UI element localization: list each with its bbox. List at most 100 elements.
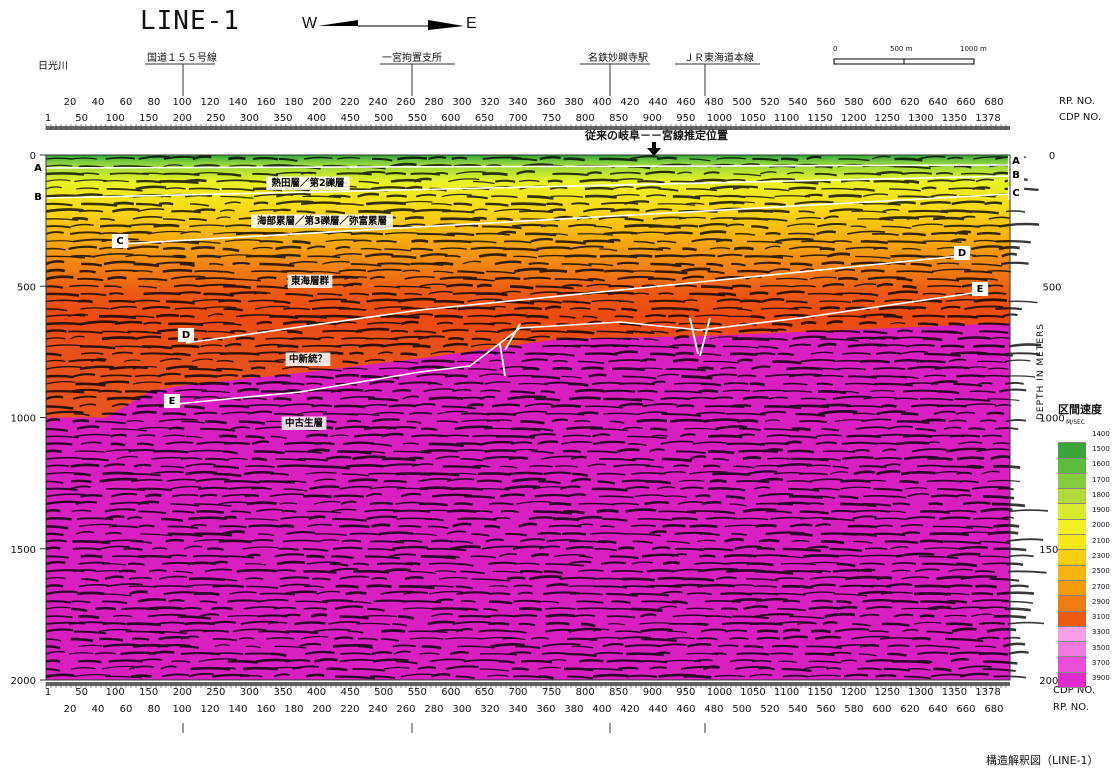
rp-tick-label-top: 460 — [676, 97, 695, 108]
horizon-label-bg — [177, 328, 195, 342]
rp-tick-label-top: 160 — [256, 97, 275, 108]
depth-tick-label: 500 — [17, 282, 36, 293]
cdp-tick-label-top: 100 — [106, 113, 125, 124]
cdp-tick-label-top: 1300 — [908, 113, 933, 124]
rp-tick-label-bottom: 420 — [620, 704, 639, 715]
cdp-tick-label-bottom: 750 — [542, 687, 561, 698]
cdp-tick-label-top: 150 — [139, 113, 158, 124]
unit-label: 熱田層／第2礫層 — [271, 177, 344, 189]
depth-tick-label-right: 2000 — [1039, 676, 1064, 687]
rp-tick-label-top: 100 — [172, 97, 191, 108]
legend-swatch — [1058, 489, 1086, 505]
cdp-tick-label-top: 600 — [441, 113, 460, 124]
figure-caption: 構造解釈図（LINE-1） — [986, 754, 1099, 767]
legend-value: 2000 — [1092, 521, 1110, 530]
unit-label: 海部累層／第3礫層／弥富累層 — [257, 215, 387, 227]
cdp-tick-label-bottom: 1100 — [774, 687, 799, 698]
rp-tick-label-top: 280 — [424, 97, 443, 108]
rp-tick-label-top: 600 — [872, 97, 891, 108]
cdp-tick-label-top: 800 — [576, 113, 595, 124]
horizon-label-bg — [971, 282, 989, 296]
rp-tick-label-bottom: 520 — [760, 704, 779, 715]
cdp-tick-label-top: 1150 — [807, 113, 832, 124]
cdp-tick-label-top: 250 — [206, 113, 225, 124]
rp-tick-label-bottom: 160 — [256, 704, 275, 715]
cdp-tick-label-bottom: 850 — [609, 687, 628, 698]
horizon-line — [45, 175, 1011, 199]
cdp-tick-label-top: 450 — [341, 113, 360, 124]
rp-tick-label-top: 480 — [704, 97, 723, 108]
rp-tick-label-top: 120 — [200, 97, 219, 108]
landmark-label: 一宮拘置支所 — [382, 53, 442, 64]
cdp-tick-label-bottom: 1050 — [740, 687, 765, 698]
fault-note: 従来の岐阜－－宮線推定位置 — [585, 129, 728, 142]
legend-value: 1600 — [1092, 460, 1110, 469]
cdp-tick-label-bottom: 200 — [173, 687, 192, 698]
cdp-tick-label-bottom: 500 — [374, 687, 393, 698]
legend-swatch — [1058, 580, 1086, 597]
cdp-tick-label-bottom: 800 — [576, 687, 595, 698]
legend-swatch — [1058, 565, 1086, 581]
cdp-tick-label-top: 300 — [240, 113, 259, 124]
legend-value: 1400 — [1092, 429, 1110, 438]
east-label: E — [466, 15, 477, 32]
fault-line — [504, 323, 521, 351]
unit-label: 中新統？ — [289, 353, 327, 365]
depth-tick-label-right: 0 — [1049, 151, 1055, 162]
rp-tick-label-top: 540 — [788, 97, 807, 108]
legend-title: 区間速度 — [1058, 403, 1102, 416]
horizon-label: E — [977, 284, 984, 295]
rp-tick-label-bottom: 120 — [200, 704, 219, 715]
legend-value: 2500 — [1092, 567, 1110, 576]
rp-tick-label-bottom: 580 — [844, 704, 863, 715]
horizon-label: D — [182, 330, 190, 341]
legend-value: 3700 — [1092, 659, 1110, 668]
cdp-tick-label-bottom: 1378 — [975, 687, 1000, 698]
depth-tick-label: 0 — [30, 151, 36, 162]
cdp-tick-label-bottom: 900 — [643, 687, 662, 698]
legend-value: 3300 — [1092, 628, 1110, 637]
cdp-tick-label-top: 1250 — [875, 113, 900, 124]
legend-value: 3500 — [1092, 643, 1110, 652]
legend-swatch — [1058, 535, 1086, 551]
unit-label: 中古生層 — [285, 417, 323, 429]
landmark-label: 名鉄妙興寺駅 — [588, 53, 648, 64]
landmark-label: 国道１５５号線 — [147, 53, 217, 64]
cdp-tick-label-bottom: 1150 — [807, 687, 832, 698]
rp-tick-label-bottom: 400 — [592, 704, 611, 715]
depth-tick-label: 2000 — [11, 676, 36, 687]
cdp-tick-label-top: 350 — [273, 113, 292, 124]
cdp-tick-label-top: 1 — [45, 113, 51, 124]
cdp-tick-label-bottom: 950 — [676, 687, 695, 698]
cdp-tick-label-bottom: 1300 — [908, 687, 933, 698]
rp-tick-label-top: 300 — [452, 97, 471, 108]
velocity-legend: 1400 1500 1600 1700 1800 1900 2000 2100 2300 2500… — [1058, 428, 1118, 688]
fault-line — [689, 317, 699, 355]
horizon-label-bg — [1007, 168, 1025, 182]
rp-tick-label-top: 20 — [64, 97, 77, 108]
legend-value: 2900 — [1092, 597, 1110, 606]
figure-title: LINE-1 — [140, 6, 240, 36]
rp-tick-label-bottom: 560 — [816, 704, 835, 715]
cdp-tick-label-top: 50 — [75, 113, 88, 124]
cdp-tick-label-top: 900 — [643, 113, 662, 124]
depth-axis-label: DEPTH IN METERS — [1036, 322, 1046, 420]
scale-label: 1000 m — [960, 45, 987, 53]
cdp-tick-label-top: 500 — [374, 113, 393, 124]
legend-swatch — [1058, 642, 1086, 658]
rp-tick-label-top: 500 — [732, 97, 751, 108]
cdp-tick-label-bottom: 1250 — [875, 687, 900, 698]
horizon-label-bg — [29, 161, 47, 175]
legend-swatch — [1058, 672, 1086, 688]
cdp-tick-label-top: 1378 — [975, 113, 1000, 124]
cdp-tick-label-bottom: 1200 — [841, 687, 866, 698]
cdp-label-bottom: CDP NO. — [1053, 685, 1096, 696]
legend-swatch — [1058, 473, 1086, 490]
landmark-label: 日光川 — [38, 61, 68, 72]
rp-tick-label-top: 620 — [900, 97, 919, 108]
cdp-tick-label-bottom: 600 — [441, 687, 460, 698]
landmark-markers — [145, 63, 760, 96]
rp-tick-label-bottom: 220 — [340, 704, 359, 715]
horizon-label-bg — [29, 190, 47, 204]
